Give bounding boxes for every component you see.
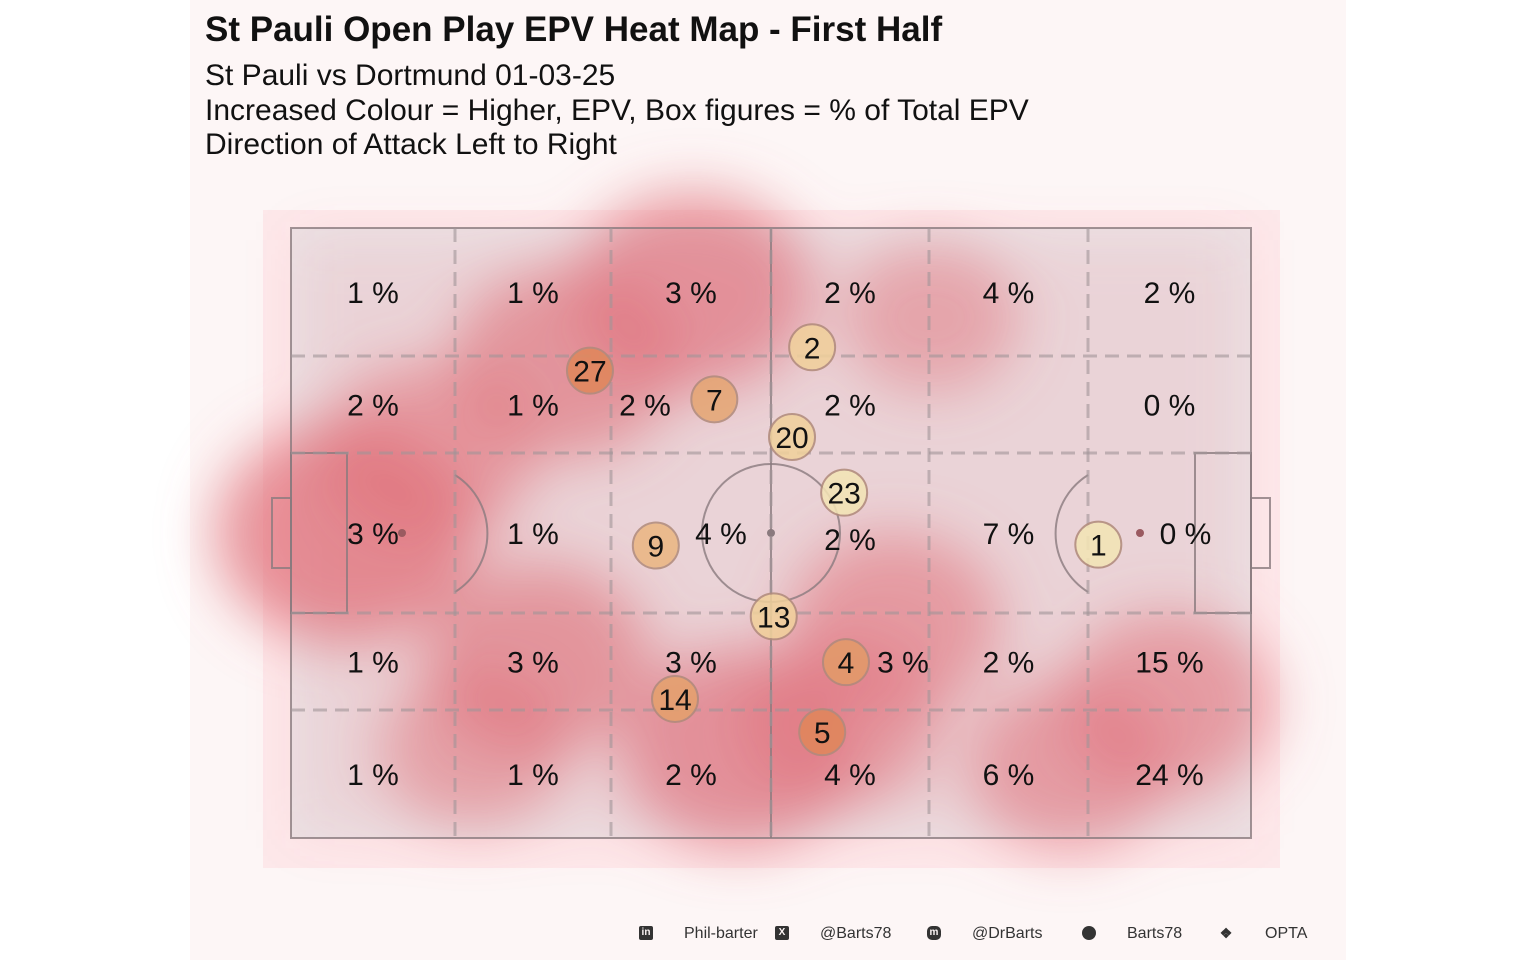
zone-percent-label: 2 % (824, 390, 876, 423)
zone-percent-label: 0 % (1160, 518, 1212, 551)
player-number-label: 1 (1090, 530, 1107, 563)
player-number-label: 23 (827, 478, 860, 511)
x-icon: X (775, 926, 789, 940)
zone-percent-label: 15 % (1135, 647, 1203, 680)
zone-percent-label: 7 % (983, 518, 1035, 551)
left-goal (271, 497, 292, 569)
dropbox-icon: ❖ (1219, 925, 1233, 941)
zone-percent-label: 4 % (695, 518, 747, 551)
player-number-label: 9 (647, 531, 664, 564)
zone-percent-label: 2 % (347, 390, 399, 423)
player-marker (631, 521, 680, 570)
player-marker (821, 638, 870, 687)
player-marker (820, 468, 869, 517)
zone-percent-label: 0 % (1144, 390, 1196, 423)
chart-title: St Pauli Open Play EPV Heat Map - First … (205, 10, 943, 49)
footer-github: Barts78 (1127, 925, 1183, 942)
linkedin-icon: in (639, 926, 653, 940)
zone-percent-label: 3 % (665, 277, 717, 310)
zone-percent-label: 2 % (665, 759, 717, 792)
zone-percent-label: 2 % (1144, 277, 1196, 310)
subtitle-line-3: Direction of Attack Left to Right (205, 128, 617, 161)
zone-percent-label: 1 % (507, 390, 559, 423)
player-number-label: 4 (838, 647, 855, 680)
left-penalty-spot (398, 529, 406, 537)
player-marker (749, 592, 798, 641)
zone-percent-label: 24 % (1135, 759, 1203, 792)
github-icon (1082, 926, 1096, 940)
player-marker (1074, 520, 1123, 569)
subtitle-line-2: Increased Colour = Higher, EPV, Box figu… (205, 94, 1029, 127)
mastodon-icon: m (927, 926, 941, 940)
zone-percent-label: 3 % (507, 647, 559, 680)
player-marker (768, 413, 817, 462)
zone-percent-label: 1 % (347, 277, 399, 310)
zone-percent-label: 1 % (347, 759, 399, 792)
player-marker (690, 375, 739, 424)
footer-x: @Barts78 (820, 925, 892, 942)
footer-data-source: OPTA (1265, 925, 1308, 942)
zone-percent-label: 3 % (665, 647, 717, 680)
center-spot (767, 529, 775, 537)
zone-percent-label: 1 % (507, 277, 559, 310)
zone-percent-label: 1 % (347, 647, 399, 680)
zone-grid (291, 228, 1251, 838)
right-penalty-spot (1136, 529, 1144, 537)
zone-percent-label: 1 % (507, 518, 559, 551)
zone-percent-label: 2 % (983, 647, 1035, 680)
zone-labels: 1 % 1 % 3 % 2 % 4 % 2 % 2 % 1 % 2 % 2 % 0 % 3 % 1 % 4… (347, 277, 1211, 792)
right-penalty-arc (1054, 474, 1089, 593)
player-number-label: 5 (814, 717, 831, 750)
player-marker (788, 323, 837, 372)
footer-mastodon: @DrBarts (972, 925, 1043, 942)
zone-percent-label: 3 % (347, 518, 399, 551)
subtitle-line-1: St Pauli vs Dortmund 01-03-25 (205, 59, 616, 92)
player-number-label: 7 (706, 384, 723, 417)
player-number-label: 27 (573, 356, 606, 389)
zone-percent-label: 3 % (877, 647, 929, 680)
player-marker (798, 708, 847, 757)
player-number-label: 13 (757, 601, 790, 634)
right-goal (1250, 497, 1271, 569)
player-number-label: 2 (804, 332, 821, 365)
zone-percent-label: 4 % (983, 277, 1035, 310)
zone-percent-label: 2 % (619, 390, 671, 423)
left-penalty-arc (454, 474, 489, 593)
zone-percent-label: 2 % (824, 277, 876, 310)
player-marker (651, 674, 699, 723)
player-markers: 27 7 2 20 23 9 13 4 14 5 1 (565, 323, 1123, 757)
zone-percent-label: 6 % (983, 759, 1035, 792)
player-number-label: 14 (658, 684, 691, 717)
player-marker (565, 346, 614, 395)
player-number-label: 20 (775, 422, 808, 455)
zone-percent-label: 2 % (824, 524, 876, 557)
zone-percent-label: 1 % (507, 759, 559, 792)
zone-percent-label: 4 % (824, 759, 876, 792)
footer-linkedin: Phil-barter (684, 925, 758, 942)
